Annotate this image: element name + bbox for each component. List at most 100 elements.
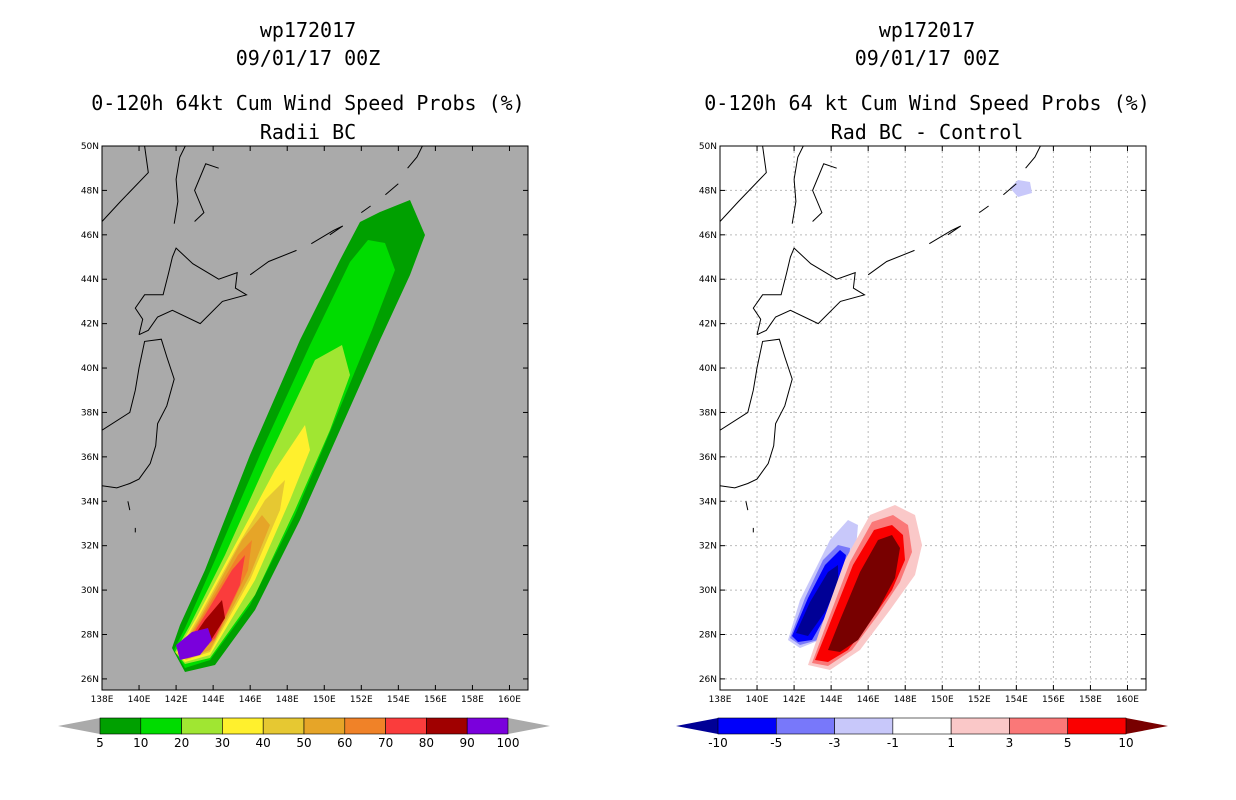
- lat-label: 28N: [81, 630, 99, 640]
- diff-neg-10-contour: [796, 565, 838, 636]
- left-title: 0-120h 64kt Cum Wind Speed Probs (%): [91, 91, 525, 115]
- prob-90-contour: [176, 628, 212, 660]
- right-map-border: [719, 145, 1147, 691]
- lat-label: 34N: [81, 497, 99, 507]
- colorbar-label: 1: [947, 736, 955, 750]
- colorbar-segment: [717, 717, 777, 735]
- colorbar-label: 80: [419, 736, 434, 750]
- lat-label: 30N: [81, 586, 99, 596]
- lon-label: 150E: [931, 695, 954, 705]
- lat-label: 32N: [699, 542, 717, 552]
- right-coastline-segment: [1025, 146, 1041, 169]
- left-storm-id: wp172017: [259, 18, 357, 42]
- colorbar-under-triangle: [58, 718, 100, 734]
- right-coastline-segment: [929, 225, 962, 245]
- left-coastline-segment: [361, 205, 371, 214]
- lat-label: 28N: [699, 630, 717, 640]
- colorbar-segment: [1009, 717, 1069, 735]
- left-map: 50N 48N 46N 44N 42N 40N 38N 36N 34N 32N 30N 28N 26N 1…: [81, 142, 529, 705]
- lon-label: 140E: [746, 695, 769, 705]
- colorbar-segment: [344, 717, 386, 735]
- lat-label: 42N: [81, 320, 99, 330]
- right-difference-contours: [788, 180, 1032, 670]
- colorbar-label: 5: [96, 736, 104, 750]
- lon-label: 140E: [128, 695, 151, 705]
- lon-label: 156E: [424, 695, 447, 705]
- right-gridlines: [720, 146, 1146, 690]
- lon-label: 160E: [498, 695, 521, 705]
- colorbar-segment: [892, 717, 952, 735]
- right-map: 50N 48N 46N 44N 42N 40N 38N 36N 34N 32N 30N 28N 26N 1…: [699, 142, 1147, 705]
- colorbar-label: 60: [337, 736, 352, 750]
- left-axis-ticks: 50N 48N 46N 44N 42N 40N 38N 36N 34N 32N 30N 28N 26N 1…: [81, 142, 528, 705]
- lat-label: 42N: [699, 320, 717, 330]
- lat-label: 50N: [81, 142, 99, 152]
- lon-label: 144E: [820, 695, 843, 705]
- right-coastline-segment: [720, 338, 793, 489]
- left-coastline-segment: [194, 163, 219, 222]
- lat-label: 44N: [81, 275, 99, 285]
- left-probability-contours: [172, 200, 425, 672]
- lat-label: 26N: [699, 675, 717, 685]
- left-coastlines: [102, 146, 423, 533]
- lon-label: 148E: [276, 695, 299, 705]
- colorbar-label: 40: [256, 736, 271, 750]
- lat-label: 40N: [699, 364, 717, 374]
- lat-label: 48N: [81, 186, 99, 196]
- left-coastline-segment: [127, 501, 131, 511]
- colorbar-label: 90: [460, 736, 475, 750]
- lat-label: 44N: [699, 275, 717, 285]
- lat-label: 36N: [81, 453, 99, 463]
- colorbar-label: -5: [770, 736, 782, 750]
- right-colorbar: -10 -5 -3 -1 1 3 5 10: [676, 717, 1168, 750]
- colorbar-segment: [262, 717, 305, 735]
- right-coastline-segment: [720, 146, 767, 222]
- right-date: 09/01/17 00Z: [854, 46, 1000, 70]
- colorbar-label: 5: [1064, 736, 1072, 750]
- right-coastlines: [720, 146, 1041, 533]
- left-colorbar: 5 10 20 30 40 50 60 70 80 90 100: [58, 717, 550, 750]
- colorbar-label: 100: [497, 736, 520, 750]
- lon-label: 148E: [894, 695, 917, 705]
- lat-label: 38N: [699, 408, 717, 418]
- lat-label: 50N: [699, 142, 717, 152]
- right-coastline-segment: [791, 146, 804, 224]
- colorbar-label: 10: [133, 736, 148, 750]
- colorbar-segment: [466, 717, 509, 735]
- colorbar-segment: [834, 717, 894, 735]
- colorbar-under-triangle: [676, 718, 718, 734]
- right-map-background: [720, 146, 1146, 690]
- colorbar-segment: [385, 717, 427, 735]
- lon-label: 138E: [91, 695, 114, 705]
- lat-label: 46N: [81, 231, 99, 241]
- left-coastline-segment: [134, 247, 248, 336]
- lon-label: 146E: [239, 695, 262, 705]
- lat-label: 38N: [81, 408, 99, 418]
- lon-label: 138E: [709, 695, 732, 705]
- lon-label: 154E: [1005, 695, 1028, 705]
- left-coastline-segment: [102, 146, 149, 222]
- colorbar-over-triangle: [1126, 718, 1168, 734]
- lon-label: 142E: [165, 695, 188, 705]
- left-coastline-segment: [173, 146, 186, 224]
- right-subtitle: Rad BC - Control: [830, 120, 1024, 144]
- colorbar-segment: [775, 717, 835, 735]
- right-axis-ticks: 50N 48N 46N 44N 42N 40N 38N 36N 34N 32N 30N 28N 26N 1…: [699, 142, 1146, 705]
- colorbar-segment: [140, 717, 182, 735]
- lon-label: 144E: [202, 695, 225, 705]
- lat-label: 48N: [699, 186, 717, 196]
- right-storm-id: wp172017: [878, 18, 976, 42]
- left-coastline-segment: [311, 225, 344, 245]
- left-coastline-segment: [407, 146, 423, 169]
- colorbar-segment: [426, 717, 468, 735]
- left-coastline-segment: [249, 249, 297, 276]
- lat-label: 36N: [699, 453, 717, 463]
- lon-label: 152E: [968, 695, 991, 705]
- right-coastline-segment: [752, 247, 866, 336]
- right-coastline-segment: [1003, 183, 1017, 196]
- colorbar-label: -10: [708, 736, 728, 750]
- lon-label: 150E: [313, 695, 336, 705]
- lat-label: 26N: [81, 675, 99, 685]
- colorbar-segment: [1067, 717, 1127, 735]
